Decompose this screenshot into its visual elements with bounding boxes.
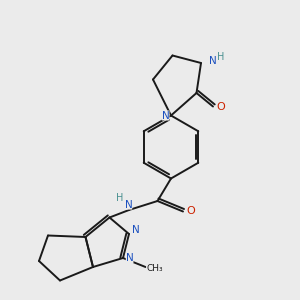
Text: N: N [208, 56, 216, 67]
Text: O: O [217, 101, 226, 112]
Text: N: N [124, 200, 132, 210]
Text: N: N [132, 225, 140, 236]
Text: N: N [162, 110, 170, 121]
Text: H: H [217, 52, 224, 62]
Text: O: O [186, 206, 195, 216]
Text: N: N [126, 253, 134, 263]
Text: H: H [116, 193, 124, 203]
Text: CH₃: CH₃ [146, 264, 163, 273]
